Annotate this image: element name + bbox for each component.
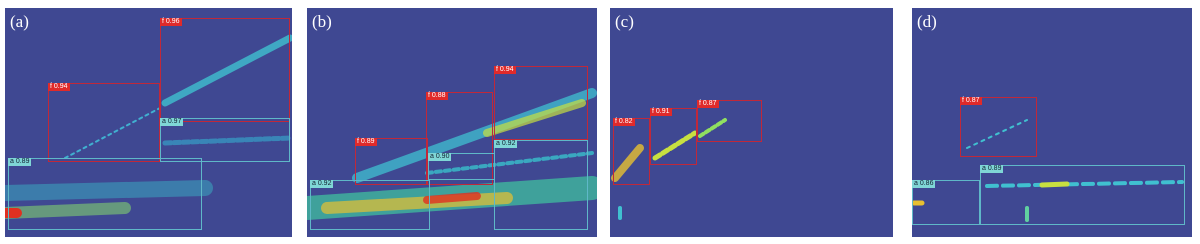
- detection-box: a 0.89: [8, 158, 202, 230]
- panel: (a) f 0.96 f 0.94 a 0.97 a 0.89: [5, 8, 292, 237]
- detection-box: f 0.94: [494, 66, 588, 140]
- detection-label: a 0.86: [912, 180, 936, 188]
- panel: (b) f 0.89 f 0.88 f 0.94 a 0.92 a 0.90 a…: [307, 8, 597, 237]
- detection-label: a 0.89: [8, 158, 32, 166]
- panel-label: (a): [10, 12, 29, 31]
- detection-label: a 0.92: [494, 140, 518, 148]
- detection-box: a 0.90: [428, 153, 495, 180]
- detection-label: a 0.92: [310, 180, 334, 188]
- panel-label: (d): [917, 12, 937, 31]
- detection-label: a 0.89: [980, 165, 1004, 173]
- spectrogram: [611, 118, 727, 220]
- spectrogram: [5, 34, 292, 219]
- detection-box: a 0.97: [160, 118, 290, 162]
- detection-box: f 0.94: [48, 83, 160, 162]
- detection-label: a 0.90: [428, 153, 452, 161]
- detection-box: f 0.96: [160, 18, 290, 122]
- detection-box: f 0.87: [960, 97, 1037, 157]
- detection-label: f 0.82: [613, 118, 635, 126]
- detection-label: f 0.88: [426, 92, 448, 100]
- panel: (d) f 0.87 a 0.86 a 0.89: [912, 8, 1192, 237]
- detection-label: f 0.87: [960, 97, 982, 105]
- detection-box: f 0.82: [613, 118, 650, 185]
- spectrogram: [912, 119, 1184, 222]
- detection-box: f 0.89: [355, 138, 428, 185]
- detection-label: f 0.96: [160, 18, 182, 26]
- detection-box: a 0.92: [310, 180, 430, 230]
- detection-box: f 0.87: [697, 100, 762, 142]
- detection-label: f 0.87: [697, 100, 719, 108]
- panel-label: (c): [615, 12, 634, 31]
- detection-label: f 0.89: [355, 138, 377, 146]
- panel: (c) f 0.82 f 0.91 f 0.87: [610, 8, 893, 237]
- detection-label: a 0.97: [160, 118, 184, 126]
- detection-box: f 0.91: [650, 108, 697, 165]
- spectrogram: [307, 88, 597, 220]
- detection-label: f 0.94: [48, 83, 70, 91]
- panel-label: (b): [312, 12, 332, 31]
- detection-box: a 0.86: [912, 180, 980, 225]
- detection-box: a 0.92: [494, 140, 588, 230]
- detection-label: f 0.94: [494, 66, 516, 74]
- detection-box: f 0.88: [426, 92, 493, 185]
- detection-label: f 0.91: [650, 108, 672, 116]
- detection-box: a 0.89: [980, 165, 1185, 225]
